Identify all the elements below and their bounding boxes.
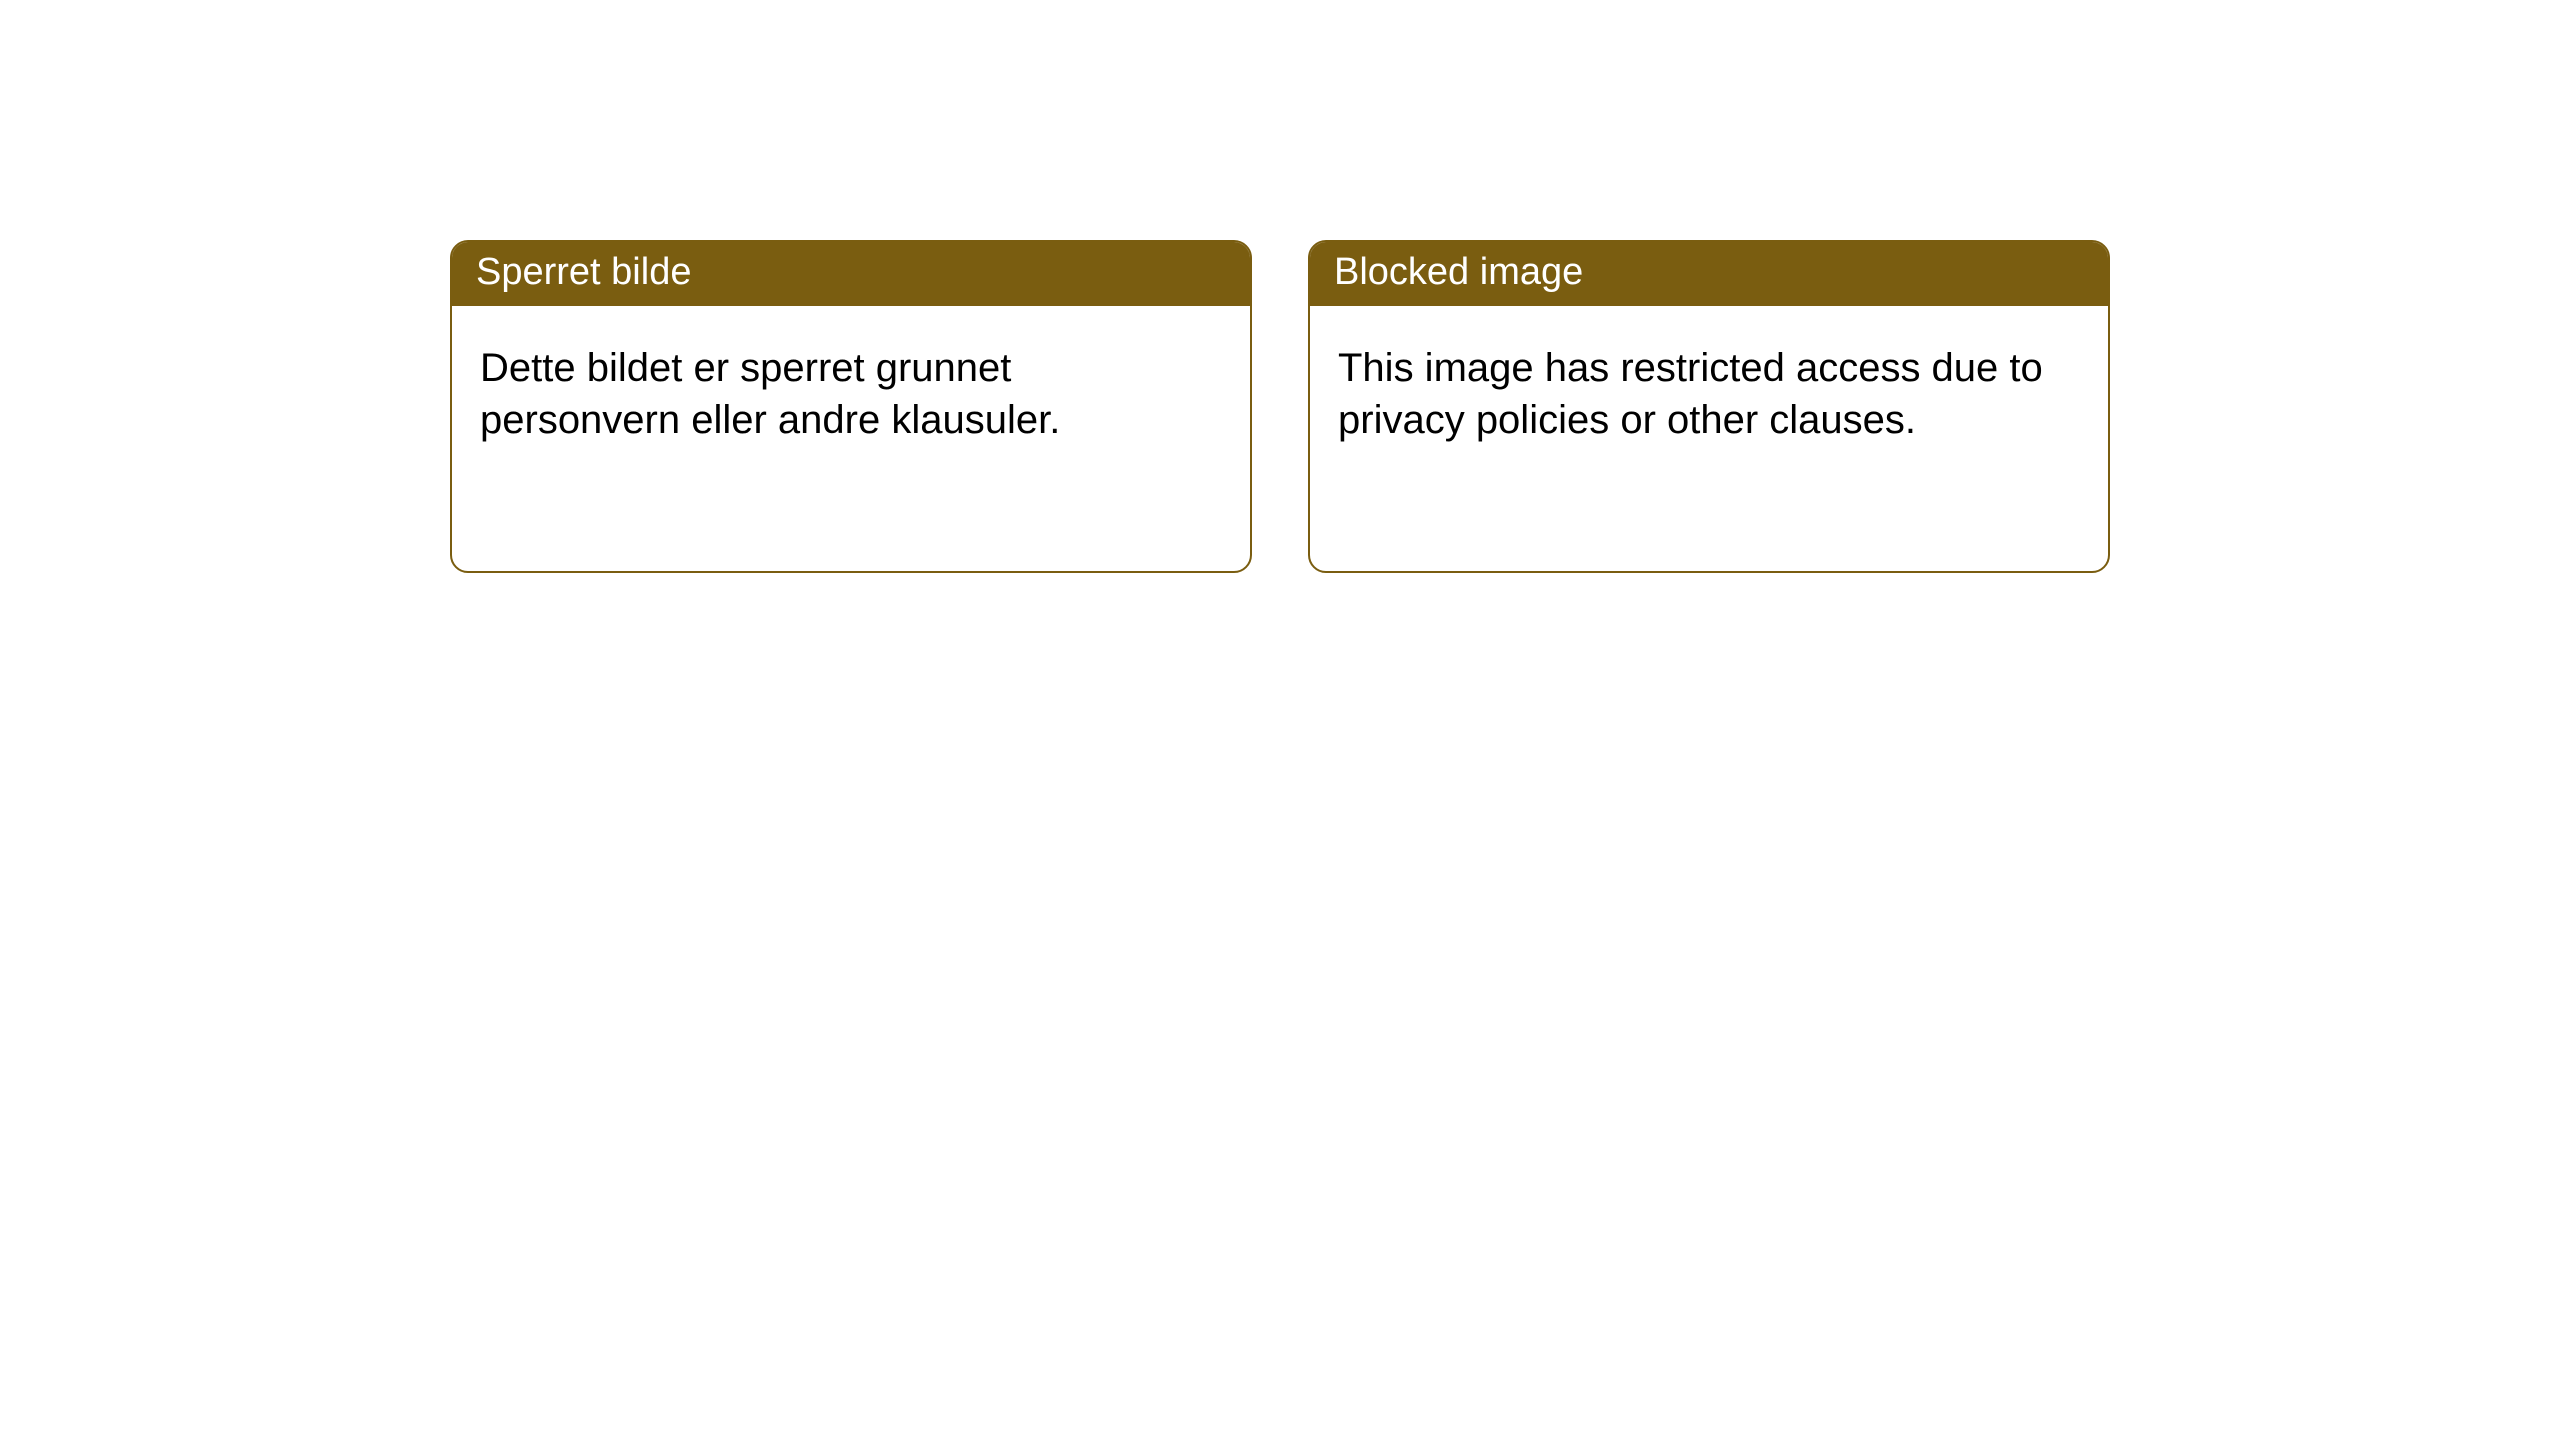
notice-container: Sperret bilde Dette bildet er sperret gr… bbox=[0, 0, 2560, 573]
notice-title: Blocked image bbox=[1310, 242, 2108, 306]
notice-card-norwegian: Sperret bilde Dette bildet er sperret gr… bbox=[450, 240, 1252, 573]
notice-card-english: Blocked image This image has restricted … bbox=[1308, 240, 2110, 573]
notice-title: Sperret bilde bbox=[452, 242, 1250, 306]
notice-body: Dette bildet er sperret grunnet personve… bbox=[452, 306, 1250, 482]
notice-body: This image has restricted access due to … bbox=[1310, 306, 2108, 482]
